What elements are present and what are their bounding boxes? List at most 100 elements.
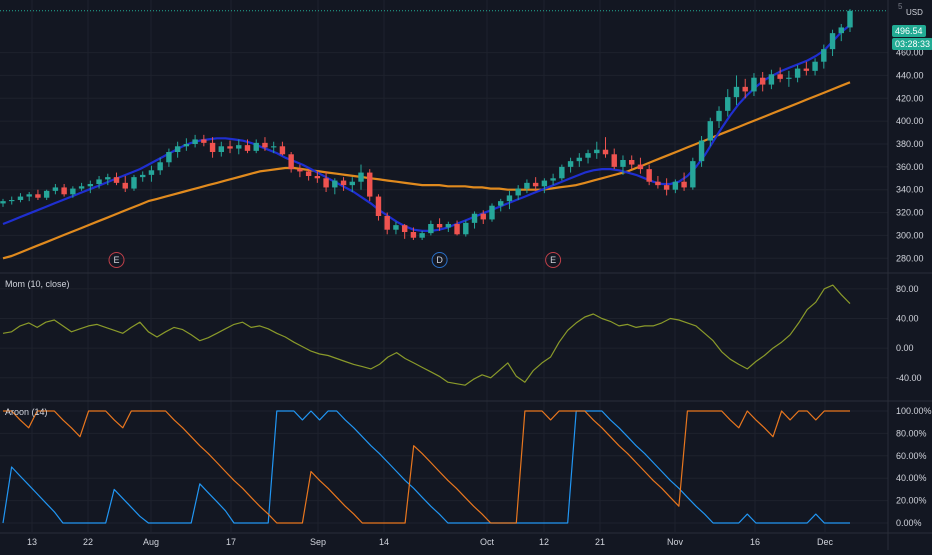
candle-body [681, 181, 687, 188]
time-axis-tick-label: 13 [27, 537, 37, 547]
candle-body [463, 222, 469, 235]
candle-body [166, 152, 172, 163]
price-axis-tick-label: 360.00 [896, 162, 924, 172]
aroon-axis-tick-label: 20.00% [896, 496, 927, 506]
candle-body [786, 77, 792, 79]
candle-body [672, 181, 679, 190]
candle-body [550, 178, 556, 181]
candle-body [611, 154, 617, 167]
momentum-axis-tick-label: 40.00 [896, 313, 919, 323]
candle-body [794, 68, 801, 78]
candle-body [253, 142, 259, 151]
candle-body [183, 144, 190, 147]
candle-body [105, 177, 111, 180]
candle-body [305, 171, 312, 176]
candle-body [358, 172, 364, 182]
candle-body [401, 225, 408, 232]
candle-body [349, 181, 355, 186]
candle-body [576, 157, 583, 162]
candle-body [157, 162, 163, 171]
momentum-pane-title: Mom (10, close) [5, 279, 70, 289]
momentum-axis-tick-label: -40.00 [896, 373, 922, 383]
candle-body [262, 142, 268, 148]
price-axis-tick-label: 440.00 [896, 70, 924, 80]
candle-body [454, 224, 460, 235]
aroon-up-line [3, 410, 850, 524]
fast-moving-average-line [2, 24, 851, 232]
candle-body [821, 49, 827, 62]
candle-body [742, 86, 748, 92]
candle-body [297, 169, 303, 172]
candle-body [690, 161, 696, 188]
candle-body [725, 97, 731, 111]
scale-glyph[interactable]: 5 [898, 2, 903, 11]
momentum-axis-tick-label: 0.00 [896, 343, 914, 353]
candle-body [314, 176, 321, 179]
earnings-event-label: E [114, 255, 120, 265]
candle-body [602, 149, 609, 155]
candle-body [279, 146, 286, 155]
candle-body [375, 196, 382, 216]
candle-body [35, 194, 41, 198]
candle-body [751, 77, 757, 92]
earnings-event-marker [108, 252, 125, 268]
candle-body [43, 190, 50, 198]
aroon-pane-title: Aroon (14) [5, 407, 48, 417]
time-axis-tick-label: 22 [83, 537, 93, 547]
candle-body [61, 187, 67, 195]
candle-body [270, 146, 277, 148]
candle-body [174, 146, 181, 152]
dividend-event-marker [431, 252, 448, 268]
currency-label[interactable]: USD [906, 8, 923, 17]
candle-body [480, 213, 486, 220]
candle-body [777, 74, 783, 79]
candle-body [428, 224, 434, 234]
candle-body [812, 61, 818, 71]
candle-body [445, 224, 452, 228]
momentum-axis-tick-label: 80.00 [896, 284, 919, 294]
aroon-axis-tick-label: 100.00% [896, 406, 932, 416]
candle-body [201, 139, 207, 143]
candle-body [192, 139, 198, 144]
price-axis-tick-label: 320.00 [896, 208, 924, 218]
candle-body [26, 194, 32, 197]
time-axis-tick-label: 12 [539, 537, 549, 547]
candle-body [655, 181, 661, 186]
countdown-badge: 03:28:33 [892, 38, 932, 50]
price-axis-tick-label: 340.00 [896, 185, 924, 195]
price-axis-tick-label: 300.00 [896, 230, 924, 240]
aroon-down-line [2, 410, 850, 524]
candle-body [532, 182, 539, 187]
candle-body [506, 195, 513, 202]
candle-body [847, 10, 853, 28]
price-axis-tick-label: 280.00 [896, 253, 924, 263]
candle-body [559, 166, 565, 179]
candle-body [515, 188, 521, 196]
candle-body [384, 216, 390, 230]
price-axis-tick-label: 380.00 [896, 139, 924, 149]
candle-body [148, 170, 155, 175]
time-axis-tick-label: Nov [667, 537, 684, 547]
candle-body [393, 225, 399, 230]
momentum-line [2, 284, 851, 386]
candle-body [637, 164, 644, 170]
time-axis-tick-label: 17 [226, 537, 236, 547]
candle-body [829, 33, 836, 50]
candle-body [628, 160, 635, 165]
aroon-axis-tick-label: 0.00% [896, 518, 922, 528]
candle-body [96, 179, 102, 184]
candle-body [367, 172, 373, 197]
candle-body [733, 86, 740, 98]
aroon-axis-tick-label: 60.00% [896, 451, 927, 461]
candle-body [52, 187, 59, 191]
time-axis-tick-label: 14 [379, 537, 389, 547]
candle-body [471, 213, 478, 223]
candle-body [567, 161, 574, 167]
candle-body [17, 196, 24, 200]
candle-body [646, 169, 652, 182]
candle-body [288, 154, 294, 170]
price-axis-tick-label: 400.00 [896, 116, 924, 126]
candle-body [663, 185, 670, 190]
candle-body [419, 233, 425, 238]
